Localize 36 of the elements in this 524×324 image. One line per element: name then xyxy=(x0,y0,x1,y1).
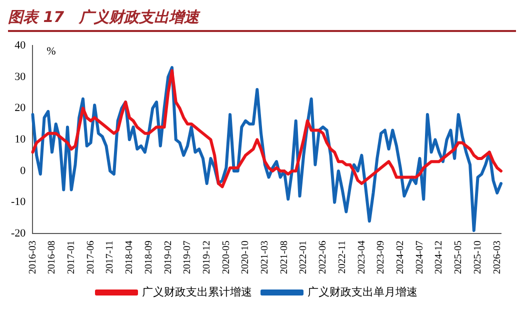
x-tick-label: 2023-09 xyxy=(376,240,387,274)
x-tick-label: 2021-08 xyxy=(278,240,290,274)
y-tick-label: 10 xyxy=(14,134,26,146)
x-tick-label: 2025-05 xyxy=(453,240,464,274)
x-tick-label: 2025-10 xyxy=(472,240,484,274)
y-tick-label: 20 xyxy=(14,102,26,114)
x-tick-label: 2017-01 xyxy=(66,240,77,274)
y-axis-title: % xyxy=(46,45,56,58)
x-tick-label: 2018-09 xyxy=(143,240,154,274)
x-tick-label: 2016-03 xyxy=(27,240,38,274)
x-tick-label: 2020-10 xyxy=(240,240,252,274)
x-tick-label: 2022-01 xyxy=(298,240,310,274)
x-tick-label: 2021-03 xyxy=(260,240,271,274)
x-tick-label: 2020-05 xyxy=(220,240,232,274)
y-tick-label: -10 xyxy=(10,196,26,208)
legend-label: 广义财政支出单月增速 xyxy=(308,285,418,298)
y-tick-label: -20 xyxy=(10,228,26,240)
x-tick-label: 2024-07 xyxy=(414,240,426,274)
x-tick-label: 2017-06 xyxy=(85,240,96,274)
x-tick-label: 2026-03 xyxy=(492,240,503,274)
x-tick-label: 2024-02 xyxy=(394,240,406,274)
y-tick-label: 40 xyxy=(14,39,26,52)
x-tick-label: 2024-12 xyxy=(434,240,445,274)
x-tick-label: 2022-06 xyxy=(318,240,329,274)
y-tick-label: 30 xyxy=(14,70,26,83)
x-tick-label: 2018-04 xyxy=(124,240,136,274)
x-tick-label: 2023-04 xyxy=(356,240,368,274)
x-tick-label: 2019-07 xyxy=(182,240,194,274)
x-tick-label: 2022-11 xyxy=(336,240,348,274)
chart-title: 图表 17 广义财政支出增速 xyxy=(8,8,516,32)
x-tick-label: 2019-12 xyxy=(201,240,212,274)
legend-label: 广义财政支出累计增速 xyxy=(142,285,252,298)
x-tick-label: 2017-11 xyxy=(104,240,116,274)
x-tick-label: 2019-02 xyxy=(162,240,174,274)
x-tick-label: 2016-08 xyxy=(46,240,58,274)
y-tick-label: 0 xyxy=(20,164,26,177)
